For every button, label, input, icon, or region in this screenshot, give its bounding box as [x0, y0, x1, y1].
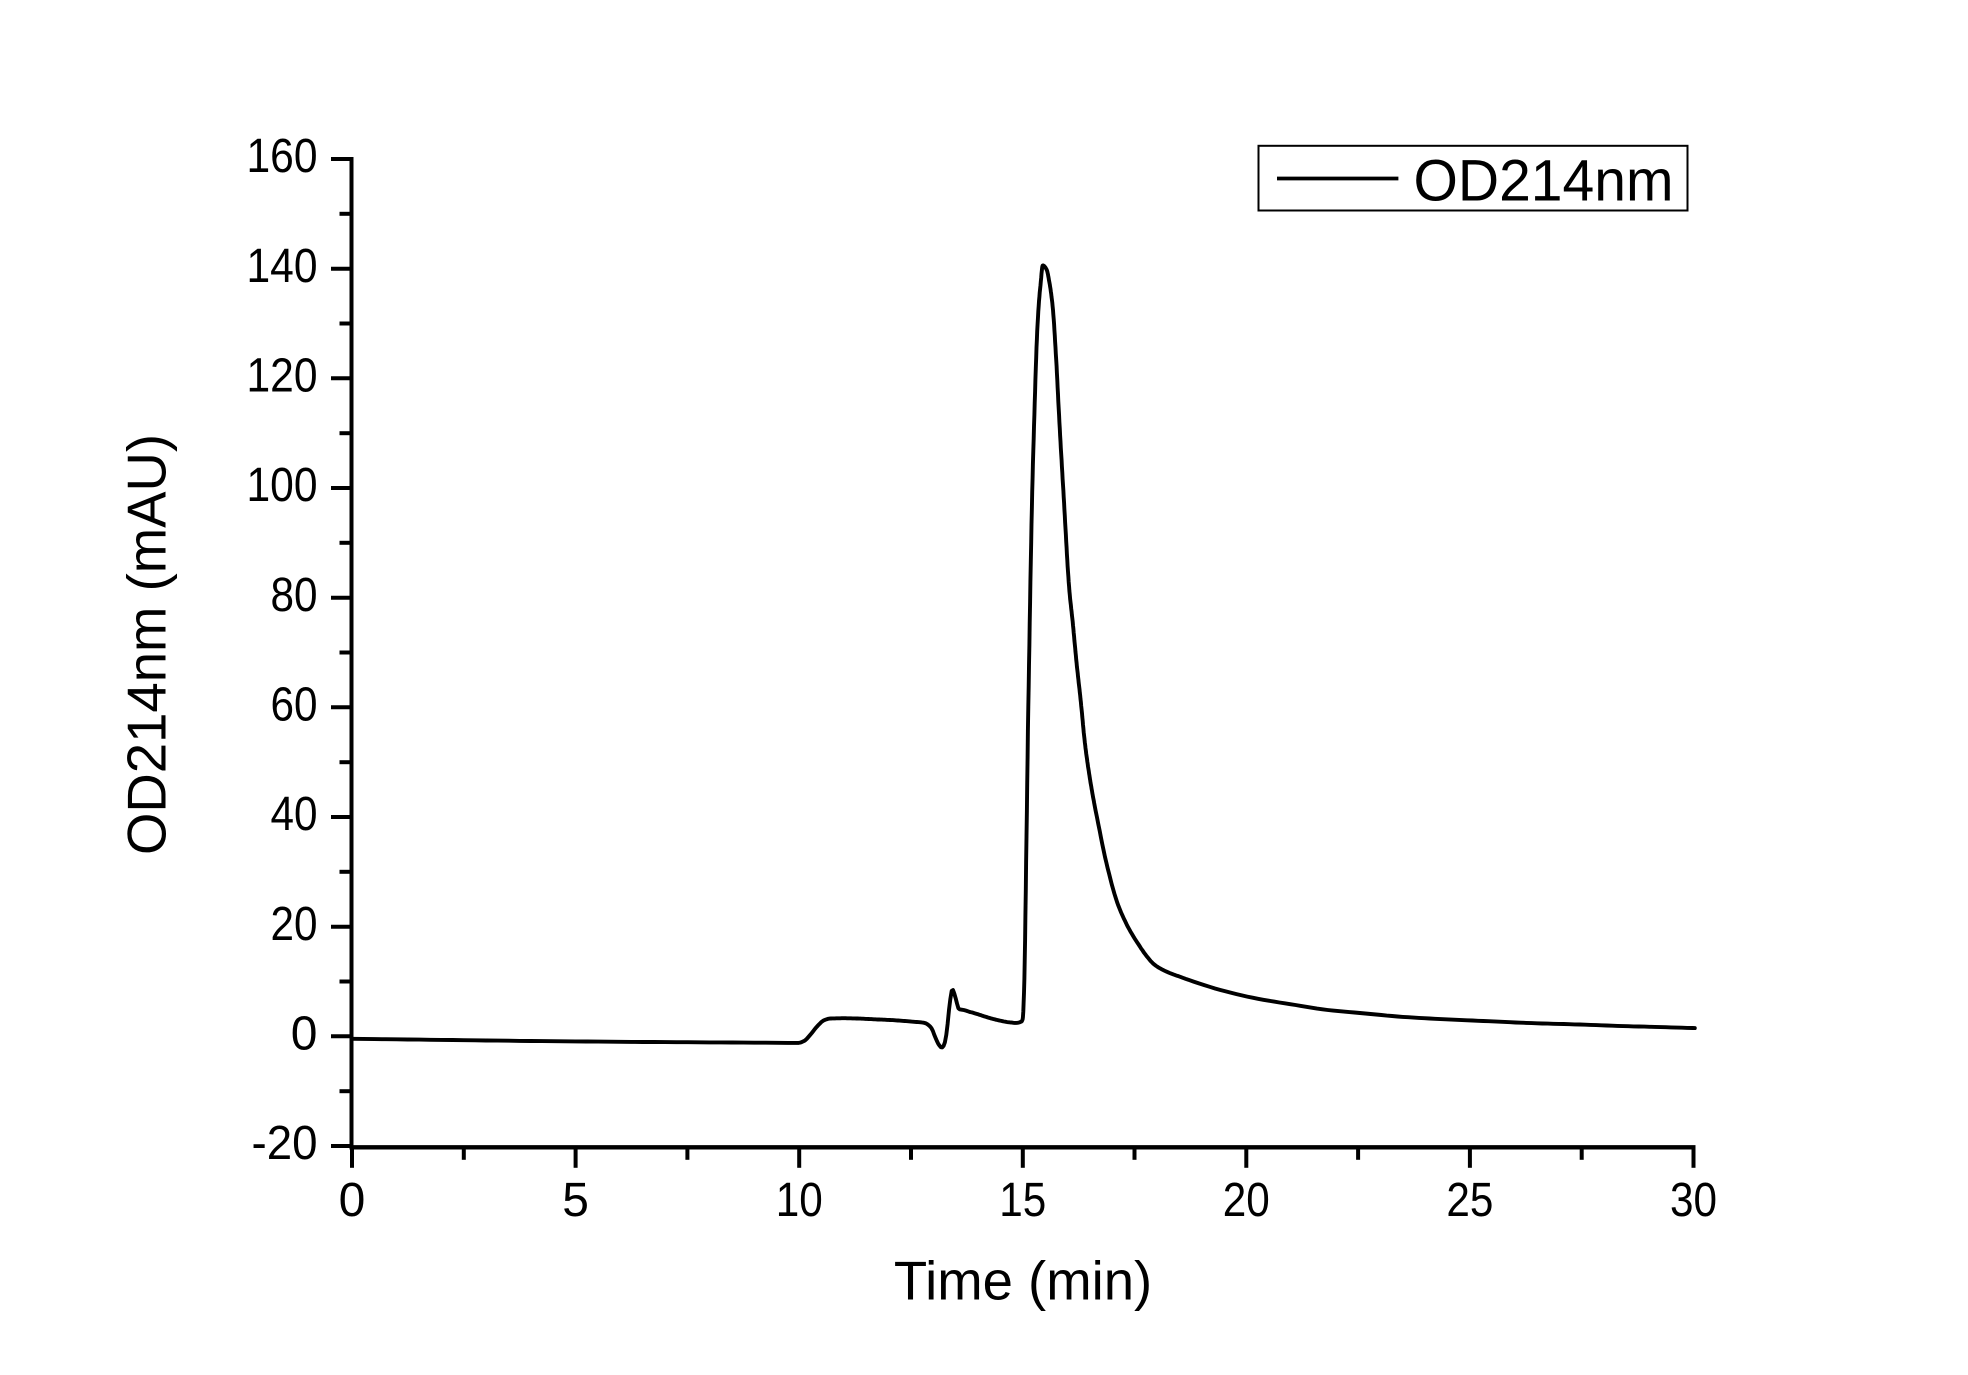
svg-text:5: 5 — [562, 1174, 589, 1227]
svg-text:80: 80 — [271, 569, 318, 622]
svg-text:15: 15 — [999, 1174, 1046, 1227]
svg-text:OD214nm: OD214nm — [1414, 148, 1674, 213]
svg-text:120: 120 — [247, 350, 318, 403]
svg-text:0: 0 — [291, 1008, 318, 1061]
svg-text:140: 140 — [247, 240, 318, 293]
svg-text:160: 160 — [247, 130, 318, 183]
svg-text:0: 0 — [339, 1174, 366, 1227]
svg-text:20: 20 — [271, 898, 318, 951]
svg-text:30: 30 — [1670, 1174, 1717, 1227]
svg-text:-20: -20 — [252, 1117, 318, 1170]
svg-text:10: 10 — [776, 1174, 823, 1227]
svg-text:40: 40 — [271, 788, 318, 841]
svg-text:OD214nm (mAU): OD214nm (mAU) — [116, 434, 177, 855]
svg-text:100: 100 — [247, 459, 318, 512]
svg-text:60: 60 — [271, 679, 318, 732]
svg-text:25: 25 — [1446, 1174, 1493, 1227]
svg-text:Time (min): Time (min) — [894, 1251, 1152, 1312]
svg-text:20: 20 — [1223, 1174, 1270, 1227]
